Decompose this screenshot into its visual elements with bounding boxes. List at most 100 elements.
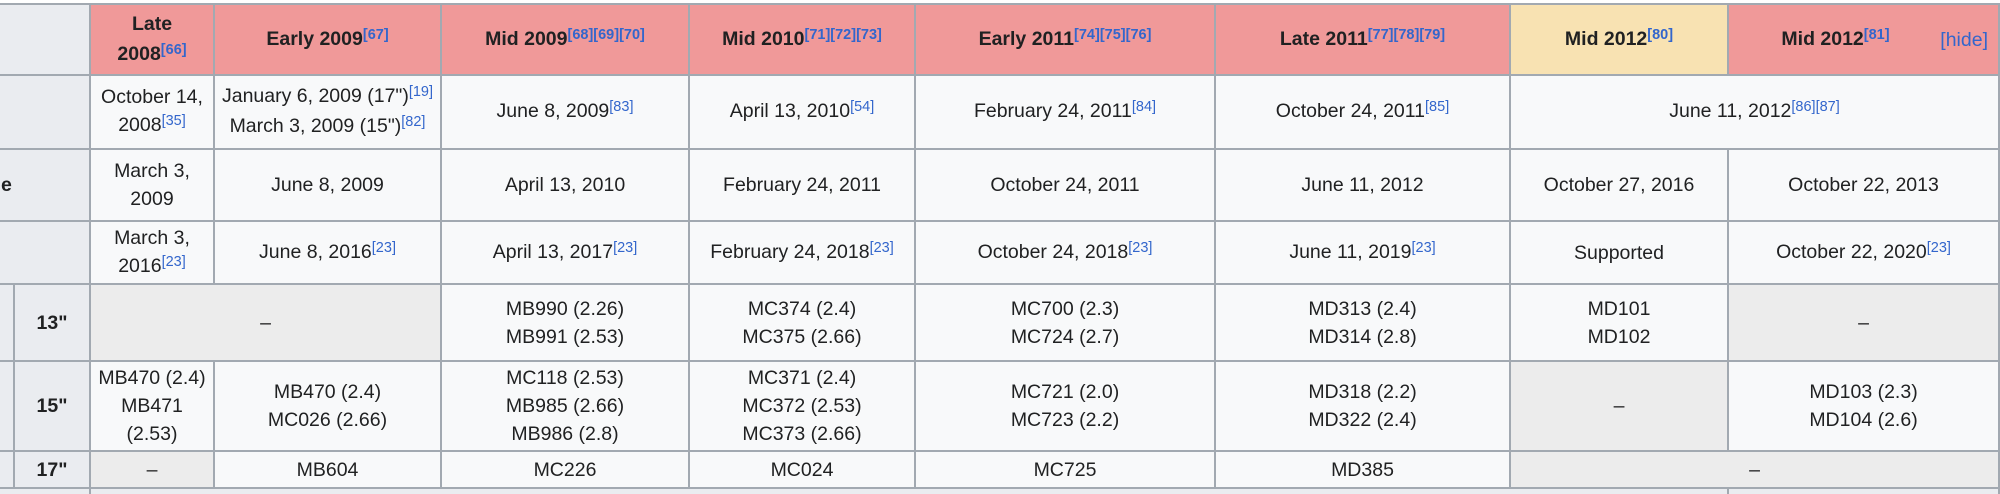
size-13-mid2012a: MD101 MD102 (1511, 285, 1727, 360)
row-header-text-fragment: e (1, 174, 12, 196)
size-15-mid2009: MC118 (2.53) MB985 (2.66) MB986 (2.8) (442, 362, 688, 450)
cell-line: April 13, 2010[54] (729, 99, 875, 122)
cell-line: MC374 (2.4) (747, 297, 857, 320)
reference-link[interactable]: [72] (830, 26, 857, 43)
reference-link[interactable]: [23] (1411, 239, 1436, 256)
hide-toggle-link[interactable]: [hide] (1940, 28, 1988, 51)
cell-line: June 11, 2012 (1301, 174, 1424, 196)
cell-line: MC226 (533, 458, 597, 481)
cell-line: – (1749, 458, 1760, 481)
row4-support-early2011: October 24, 2018[23] (916, 222, 1214, 283)
reference-link[interactable]: [83] (609, 99, 634, 115)
column-header-early-2011: Early 2011[74][75][76] (916, 5, 1214, 74)
cell-line: MC723 (2.2) (1010, 409, 1120, 431)
reference-link[interactable]: [23] (161, 253, 186, 270)
size-label-size-13: 13" (15, 285, 89, 360)
size-17-late2011: MD385 (1216, 452, 1509, 487)
cell-line: March 3, (114, 160, 190, 182)
reference-link[interactable]: [74] (1074, 26, 1100, 43)
cell-line: Supported (1574, 241, 1664, 264)
row-header-row2-dates (0, 76, 89, 148)
reference-link[interactable]: [68] (567, 26, 594, 43)
cell-line: Late (131, 12, 173, 35)
cell-line: January 6, 2009 (17")[19] (221, 84, 434, 107)
reference-link[interactable]: [70] (619, 26, 645, 43)
reference-link[interactable]: [73] (856, 26, 882, 43)
cell-line: MD102 (1587, 325, 1651, 348)
cell-line: October 24, 2018[23] (977, 239, 1153, 263)
reference-link[interactable]: [23] (1128, 239, 1153, 256)
cell-line: Mid 2012[80] (1564, 26, 1674, 50)
cell-line: October 24, 2011 (990, 174, 1140, 196)
size-15-early2011: MC721 (2.0) MC723 (2.2) (916, 362, 1214, 450)
row-header-sliver-size-17 (0, 452, 13, 487)
row2-dates-mid2009: June 8, 2009[83] (442, 76, 688, 148)
row2-dates-early2009: January 6, 2009 (17")[19] March 3, 2009 (… (215, 76, 440, 148)
reference-link[interactable]: [80] (1647, 26, 1674, 43)
next-row-sliver-right (1729, 489, 1998, 494)
reference-link[interactable]: [54] (850, 99, 875, 115)
reference-link[interactable]: [76] (1125, 26, 1152, 43)
reference-link[interactable]: [87] (1815, 99, 1840, 115)
size-13-early2011: MC700 (2.3) MC724 (2.7) (916, 285, 1214, 360)
reference-link[interactable]: [23] (613, 239, 638, 256)
cell-line: April 13, 2010 (504, 174, 626, 196)
reference-link[interactable]: [67] (362, 26, 389, 43)
reference-link[interactable]: [69] (593, 26, 620, 43)
reference-link[interactable]: [77] (1367, 26, 1394, 43)
reference-link[interactable]: [66] (160, 41, 187, 58)
size-label-text: 15" (36, 395, 68, 417)
reference-link[interactable]: [71] (804, 26, 831, 43)
reference-link[interactable]: [81] (1863, 26, 1890, 43)
cell-line: MD385 (1331, 458, 1394, 481)
table-grid: Late 2008[66] Early 2009[67] Mid 2009[68][6… (0, 3, 2000, 494)
row2-dates-late2008: October 14, 2008[35] (91, 76, 213, 148)
reference-link[interactable]: [82] (401, 114, 426, 130)
row4-support-late2011: June 11, 2019[23] (1216, 222, 1509, 283)
size-15-mid2012b: MD103 (2.3) MD104 (2.6) (1729, 362, 1998, 450)
size-13-late2011: MD313 (2.4) MD314 (2.8) (1216, 285, 1509, 360)
cell-line: March 3, (114, 226, 190, 249)
size-17-early2011: MC725 (916, 452, 1214, 487)
reference-link[interactable]: [23] (371, 239, 396, 256)
reference-link[interactable]: [75] (1099, 26, 1126, 43)
size-15-late2011: MD318 (2.2) MD322 (2.4) (1216, 362, 1509, 450)
size-13-late2008: – (91, 285, 440, 360)
cell-line: MB986 (2.8) (511, 423, 619, 445)
cell-line: April 13, 2017[23] (492, 239, 638, 263)
cell-line: Mid 2009[68][69][70] (485, 26, 645, 50)
cell-line: MD313 (2.4) (1308, 297, 1417, 320)
cell-line: June 11, 2019[23] (1289, 239, 1436, 263)
cell-line: 2008[66] (117, 41, 187, 65)
cell-line: MC375 (2.66) (742, 325, 862, 348)
next-row-sliver-left (0, 489, 89, 494)
row2-dates-mid2012a: June 11, 2012[86][87] (1511, 76, 1998, 148)
cell-line: February 24, 2018[23] (710, 239, 894, 263)
row-header-row3-dates: e (0, 150, 89, 220)
cell-line: – (1858, 311, 1869, 334)
reference-link[interactable]: [23] (1926, 239, 1951, 256)
reference-link[interactable]: [78] (1393, 26, 1420, 43)
cell-line: MD314 (2.8) (1308, 325, 1417, 348)
reference-link[interactable]: [35] (161, 113, 186, 129)
row3-dates-mid2012b: October 22, 2013 (1729, 150, 1998, 220)
cell-line: MD104 (2.6) (1809, 409, 1918, 431)
corner-header-cell (0, 5, 89, 74)
cell-line: June 11, 2012[86][87] (1669, 99, 1840, 122)
reference-link[interactable]: [86] (1791, 99, 1816, 115)
row-header-sliver-size-13 (0, 285, 13, 360)
reference-link[interactable]: [84] (1131, 99, 1157, 115)
cell-line: October 27, 2016 (1543, 174, 1695, 196)
reference-link[interactable]: [19] (408, 84, 434, 100)
reference-link[interactable]: [23] (869, 239, 894, 256)
size-17-late2008: – (91, 452, 213, 487)
reference-link[interactable]: [79] (1419, 26, 1446, 43)
row4-support-late2008: March 3, 2016[23] (91, 222, 213, 283)
reference-link[interactable]: [85] (1425, 99, 1450, 115)
cell-line: 2009 (130, 188, 174, 210)
cell-line: Early 2009[67] (266, 26, 389, 50)
cell-line: MC725 (1033, 458, 1097, 481)
row3-dates-mid2012a: October 27, 2016 (1511, 150, 1727, 220)
cell-line: MC024 (770, 458, 834, 481)
row3-dates-late2011: June 11, 2012 (1216, 150, 1509, 220)
